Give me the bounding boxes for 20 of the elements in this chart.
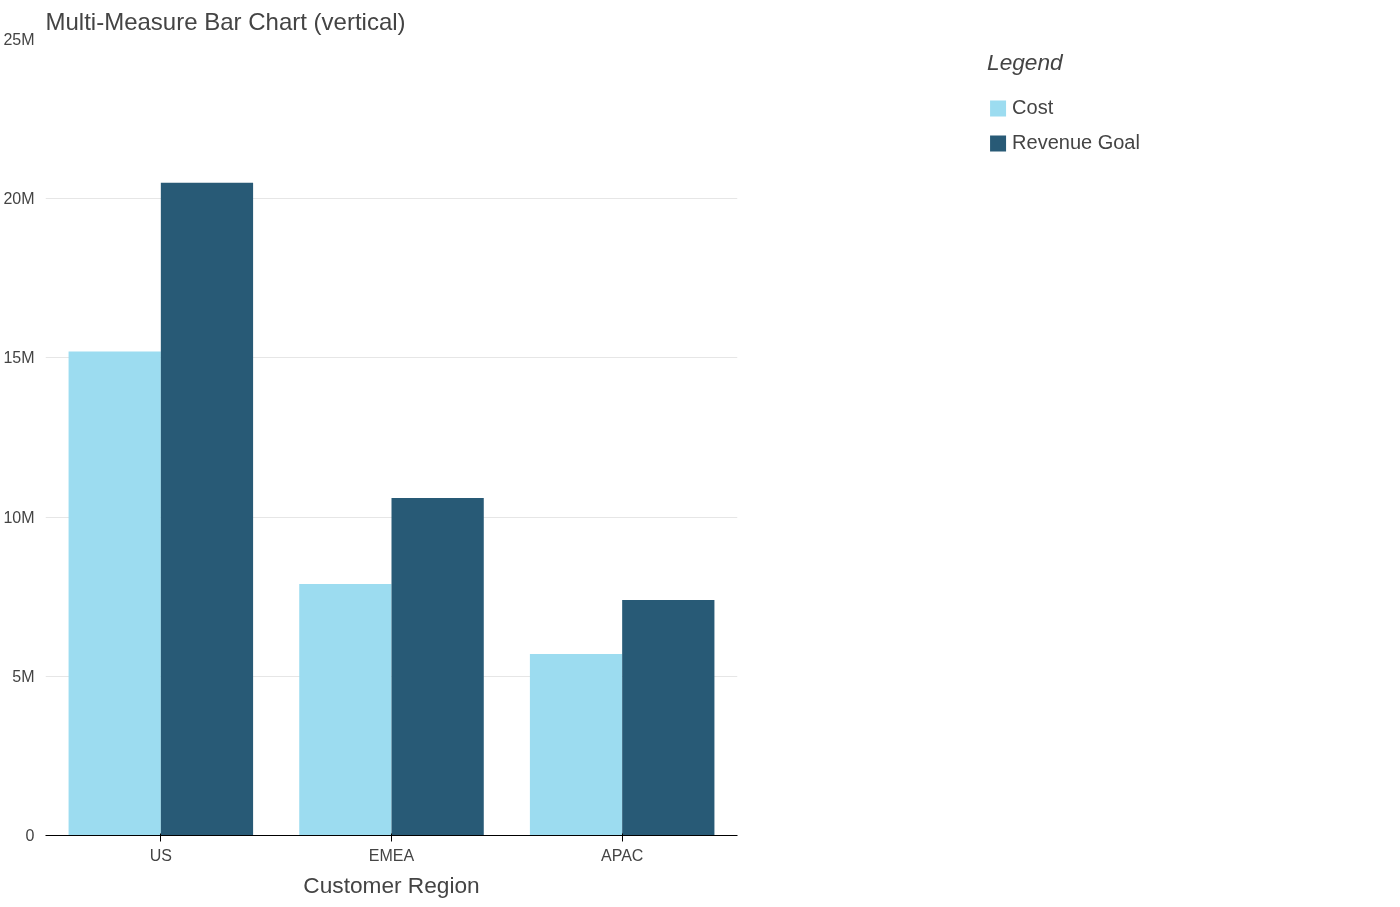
x-tick-label: EMEA (368, 846, 415, 864)
bar (622, 599, 715, 836)
bar (391, 498, 484, 836)
y-tick-label: 20M (3, 190, 35, 208)
bar (68, 351, 161, 836)
bar (529, 654, 623, 836)
y-tick-label: 25M (3, 31, 35, 48)
legend-label: Cost (1012, 96, 1054, 119)
chart-title: Multi-Measure Bar Chart (vertical) (45, 7, 406, 35)
y-tick-label: 0 (25, 827, 35, 844)
y-tick-label: 5M (12, 667, 35, 685)
bar (299, 583, 392, 836)
y-tick-label: 10M (3, 508, 35, 526)
legend-title: Legend (987, 49, 1064, 76)
y-tick-label: 15M (3, 349, 35, 367)
x-axis-title: Customer Region (303, 871, 480, 898)
x-tick-label: APAC (600, 846, 644, 864)
x-tick-label: US (149, 846, 172, 864)
legend-label: Revenue Goal (1012, 131, 1140, 154)
bar (160, 182, 254, 836)
